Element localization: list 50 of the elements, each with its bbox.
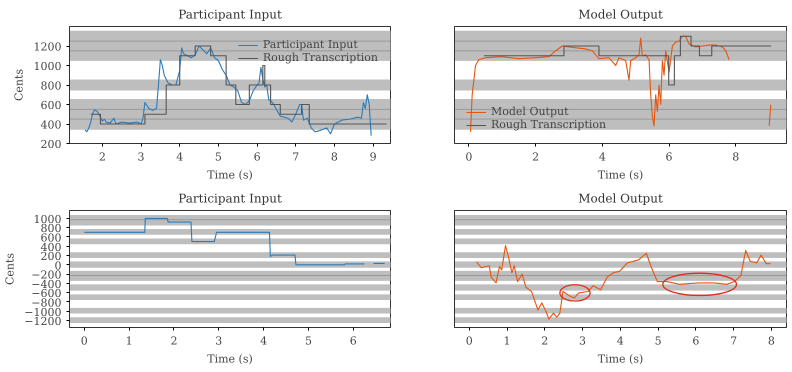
x-tick-label: 6 xyxy=(692,334,700,348)
x-tick-label: 8 xyxy=(330,150,338,164)
x-tick-label: 8 xyxy=(768,334,775,348)
chart-title: Participant Input xyxy=(178,8,282,22)
x-tick-label: 3 xyxy=(215,334,222,348)
y-tick-label: 1000 xyxy=(34,60,62,73)
x-axis-title: Time (s) xyxy=(207,352,253,366)
x-tick-label: 2 xyxy=(541,334,548,348)
y-tick-label: 400 xyxy=(40,118,62,132)
x-tick-label: 7 xyxy=(730,334,738,348)
x-tick-label: 9 xyxy=(370,150,377,164)
y-tick-label: 1200 xyxy=(34,40,62,54)
x-tick-label: 0 xyxy=(80,334,88,348)
x-tick-label: 4 xyxy=(616,334,624,348)
x-tick-label: 7 xyxy=(292,150,300,164)
x-tick-label: 2 xyxy=(532,150,540,164)
x-tick-label: 0 xyxy=(466,334,473,348)
y-tick-label: 800 xyxy=(40,80,62,92)
y-tick-label: 200 xyxy=(40,138,62,151)
x-tick-label: 6 xyxy=(254,150,261,164)
x-tick-label: 4 xyxy=(176,150,184,164)
y-tick-label: 600 xyxy=(40,99,62,112)
x-tick-label: 2 xyxy=(170,334,178,348)
chart-title: Participant Input xyxy=(178,192,282,206)
x-tick-label: 8 xyxy=(732,150,740,164)
x-tick-label: 2 xyxy=(98,150,106,164)
x-axis-title: Time (s) xyxy=(207,168,253,182)
x-tick-label: 3 xyxy=(579,334,586,348)
x-tick-label: 3 xyxy=(138,150,145,164)
y-axis-title: Cents xyxy=(12,68,26,102)
x-tick-label: 1 xyxy=(504,334,510,348)
x-tick-label: 1 xyxy=(126,334,133,348)
x-tick-label: 5 xyxy=(214,150,222,164)
x-tick-label: 0 xyxy=(465,150,472,164)
y-axis-title: Cents xyxy=(3,252,16,286)
legend-label: Rough Transcription xyxy=(262,51,378,64)
legend-label: Model Output xyxy=(491,105,569,118)
x-tick-label: 5 xyxy=(304,334,312,348)
x-tick-label: 6 xyxy=(666,150,673,164)
x-axis-title: Time (s) xyxy=(598,168,644,182)
legend-label: Rough Transcription xyxy=(491,118,606,131)
x-tick-label: 4 xyxy=(598,150,606,164)
chart-title: Model Output xyxy=(578,8,663,22)
y-tick-label: −1200 xyxy=(24,315,62,328)
chart-title: Model Output xyxy=(578,192,663,206)
legend-label: Participant Input xyxy=(262,38,358,51)
x-axis-title: Time (s) xyxy=(598,352,644,366)
x-tick-label: 4 xyxy=(260,334,268,348)
x-tick-label: 6 xyxy=(350,334,357,348)
x-tick-label: 5 xyxy=(654,334,662,348)
